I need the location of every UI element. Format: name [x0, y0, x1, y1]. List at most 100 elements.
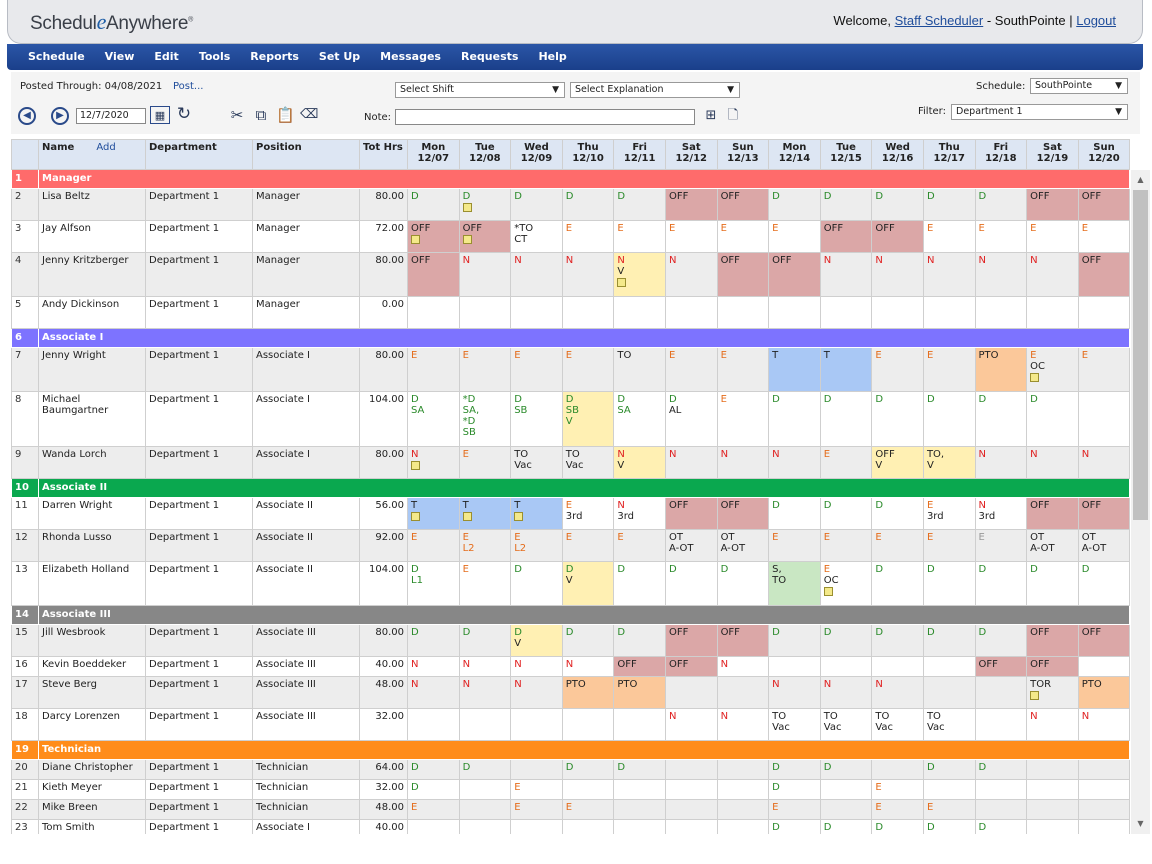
note-icon[interactable] [1030, 691, 1040, 700]
shift-cell[interactable] [664, 779, 718, 800]
shift-cell[interactable] [819, 296, 873, 329]
shift-cell[interactable]: D SA [613, 391, 666, 447]
shift-cell[interactable] [1026, 779, 1079, 800]
header-day-9[interactable]: Wed 12/16 [871, 139, 924, 170]
shift-cell[interactable]: D [871, 819, 924, 834]
shift-cell[interactable]: T [510, 497, 563, 530]
shift-cell[interactable]: E [1026, 220, 1079, 253]
shift-cell[interactable]: E [871, 347, 924, 392]
shift-cell[interactable]: N [510, 252, 563, 297]
header-day-4[interactable]: Fri 12/11 [613, 139, 666, 170]
logout-link[interactable]: Logout [1076, 13, 1116, 28]
user-link[interactable]: Staff Scheduler [894, 13, 984, 28]
note-icon[interactable] [514, 512, 524, 521]
shift-cell[interactable]: TO [613, 347, 666, 392]
shift-cell[interactable]: E OC [1026, 347, 1079, 392]
shift-cell[interactable]: E [1077, 347, 1130, 392]
shift-cell[interactable]: OFF [407, 220, 460, 253]
shift-cell[interactable]: OFF [716, 252, 770, 297]
shift-cell[interactable] [819, 656, 873, 677]
menu-set-up[interactable]: Set Up [318, 50, 361, 63]
shift-cell[interactable]: E [613, 220, 666, 253]
shift-cell[interactable] [613, 708, 666, 741]
menu-requests[interactable]: Requests [460, 50, 519, 63]
menu-reports[interactable]: Reports [250, 50, 299, 63]
shift-cell[interactable]: PTO [974, 347, 1028, 392]
shift-cell[interactable]: D SB V [561, 391, 615, 447]
shift-cell[interactable]: E [561, 529, 615, 562]
shift-cell[interactable]: OFF [1026, 497, 1079, 530]
employee-name[interactable]: Jenny Kritzberger [38, 252, 146, 297]
shift-cell[interactable] [716, 296, 770, 329]
employee-row[interactable]: 13 Elizabeth Holland Department 1 Associate… [11, 561, 1130, 606]
shift-cell[interactable]: T [458, 497, 512, 530]
shift-cell[interactable]: N [407, 656, 460, 677]
shift-cell[interactable]: E [510, 779, 563, 800]
shift-cell[interactable]: E 3rd [922, 497, 976, 530]
shift-cell[interactable] [1077, 779, 1130, 800]
employee-row[interactable]: 7 Jenny Wright Department 1 Associate I 80.0… [11, 347, 1130, 392]
shift-cell[interactable]: E [922, 799, 976, 820]
shift-cell[interactable] [510, 759, 563, 780]
shift-cell[interactable] [974, 799, 1028, 820]
shift-cell[interactable]: *TO CT [510, 220, 563, 253]
employee-name[interactable]: Kevin Boeddeker [38, 656, 146, 677]
shift-cell[interactable]: D [664, 561, 718, 606]
select-shift-dropdown[interactable]: Select Shift ▼ [395, 82, 565, 98]
shift-cell[interactable]: N [768, 446, 821, 479]
shift-cell[interactable]: D [1026, 391, 1079, 447]
shift-cell[interactable]: TOR [1026, 676, 1079, 709]
shift-cell[interactable] [561, 779, 615, 800]
shift-cell[interactable] [510, 819, 563, 834]
employee-row[interactable]: 23 Tom Smith Department 1 Associate I 40.00 D… [11, 819, 1130, 834]
shift-cell[interactable]: OFF [664, 656, 718, 677]
shift-cell[interactable]: D [768, 497, 821, 530]
shift-cell[interactable]: D [407, 779, 460, 800]
shift-cell[interactable] [1077, 656, 1130, 677]
shift-cell[interactable]: D [768, 624, 821, 657]
shift-cell[interactable]: D [561, 624, 615, 657]
shift-cell[interactable]: N [664, 446, 718, 479]
shift-cell[interactable]: E [974, 529, 1028, 562]
employee-name[interactable]: Andy Dickinson [38, 296, 146, 329]
shift-cell[interactable]: E [458, 347, 512, 392]
employee-name[interactable]: Kieth Meyer [38, 779, 146, 800]
shift-cell[interactable]: OFF [1077, 624, 1130, 657]
employee-row[interactable]: 9 Wanda Lorch Department 1 Associate I 80.00… [11, 446, 1130, 479]
shift-cell[interactable] [716, 799, 770, 820]
shift-cell[interactable]: D [819, 759, 873, 780]
shift-cell[interactable]: OFF [664, 624, 718, 657]
shift-cell[interactable] [510, 708, 563, 741]
menu-view[interactable]: View [104, 50, 135, 63]
shift-cell[interactable]: E OC [819, 561, 873, 606]
shift-cell[interactable]: D [974, 819, 1028, 834]
note-icon[interactable] [462, 512, 472, 521]
shift-cell[interactable]: D [974, 391, 1028, 447]
shift-cell[interactable]: OFF [1026, 624, 1079, 657]
note-icon[interactable] [462, 235, 472, 244]
shift-cell[interactable]: D [768, 188, 821, 221]
note-icon[interactable] [411, 461, 420, 470]
shift-cell[interactable]: T [819, 347, 873, 392]
shift-cell[interactable] [458, 779, 512, 800]
shift-cell[interactable]: OFF [716, 624, 770, 657]
shift-cell[interactable]: PTO [561, 676, 615, 709]
shift-cell[interactable]: D [613, 759, 666, 780]
shift-cell[interactable]: OFF [664, 497, 718, 530]
shift-cell[interactable]: D [768, 759, 821, 780]
employee-row[interactable]: 2 Lisa Beltz Department 1 Manager 80.00 D D D D D… [11, 188, 1130, 221]
shift-cell[interactable]: E [871, 779, 924, 800]
calendar-icon[interactable]: ▦ [150, 106, 170, 124]
shift-cell[interactable]: D [768, 779, 821, 800]
shift-cell[interactable]: OT A-OT [716, 529, 770, 562]
shift-cell[interactable]: N 3rd [974, 497, 1028, 530]
select-explanation-dropdown[interactable]: Select Explanation ▼ [570, 82, 740, 98]
shift-cell[interactable]: D [458, 759, 512, 780]
shift-cell[interactable] [974, 779, 1028, 800]
post-link[interactable]: Post... [173, 81, 204, 92]
menu-edit[interactable]: Edit [154, 50, 179, 63]
shift-cell[interactable]: N [664, 252, 718, 297]
shift-cell[interactable]: N [458, 676, 512, 709]
shift-cell[interactable] [407, 296, 460, 329]
employee-name[interactable]: Michael Baumgartner [38, 391, 146, 447]
